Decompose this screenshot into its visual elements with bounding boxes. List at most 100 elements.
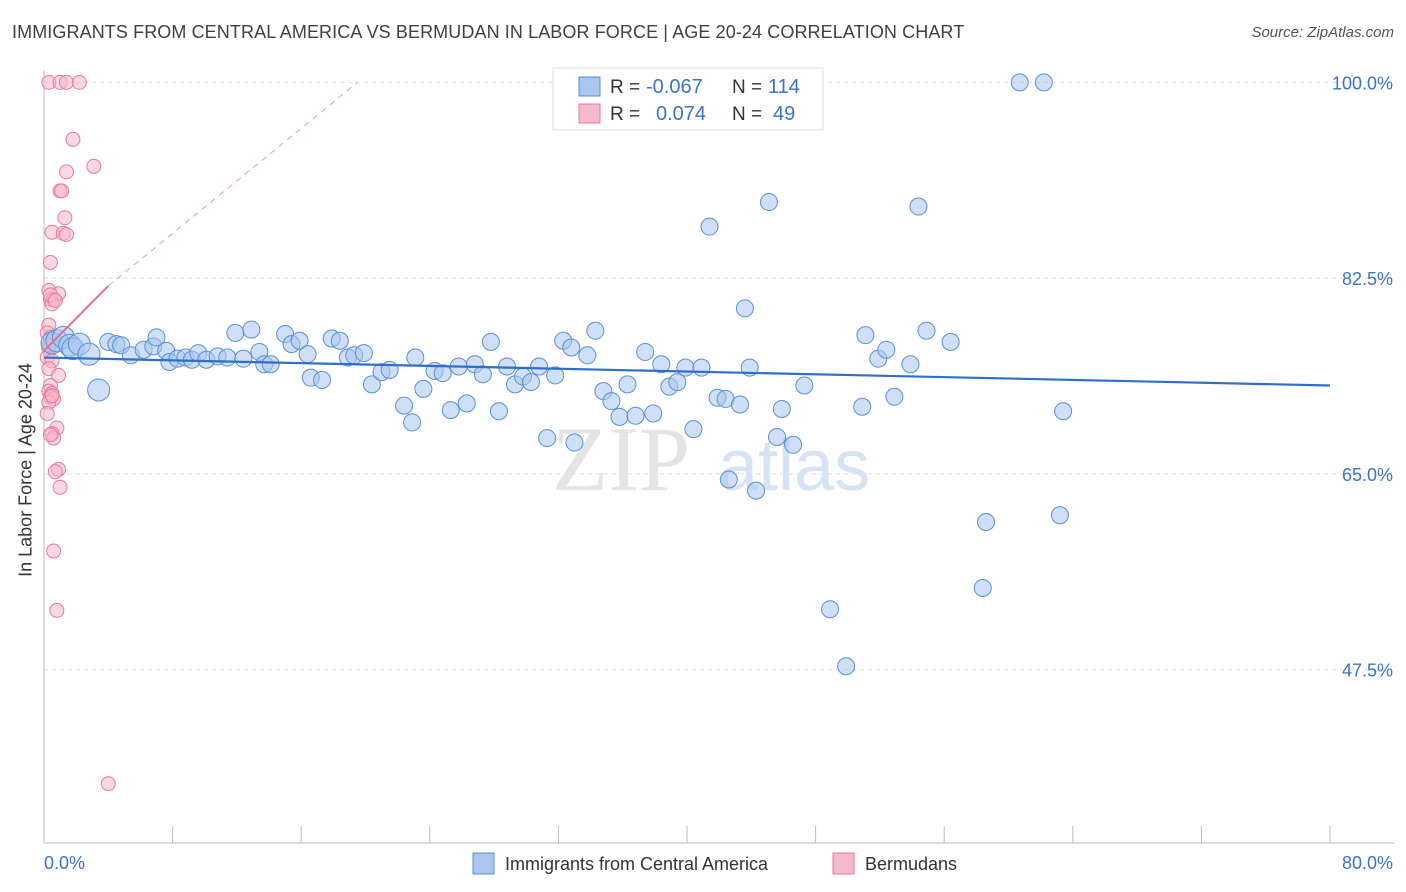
central-america-point — [747, 481, 766, 500]
bermudan-point — [49, 602, 65, 618]
central-america-point — [735, 299, 754, 318]
central-america-point — [901, 355, 920, 374]
central-america-point — [1050, 506, 1069, 525]
series-bermudans — [39, 74, 116, 792]
r-value-pink: 0.074 — [656, 103, 706, 125]
x-tick-labels: 0.0% 80.0% — [44, 853, 1393, 873]
central-america-point — [87, 378, 111, 402]
r-value-blue: -0.067 — [646, 76, 703, 98]
central-america-point — [976, 512, 995, 531]
central-america-point — [538, 429, 557, 448]
blue-swatch — [578, 76, 601, 97]
axes — [43, 70, 1394, 844]
central-america-point — [457, 394, 476, 413]
bermudan-point — [47, 464, 63, 480]
central-america-point — [877, 340, 896, 359]
legend-label-central-america: Immigrants from Central America — [505, 854, 769, 874]
y-tick-labels: 47.5% 65.0% 82.5% 100.0% — [1332, 73, 1393, 680]
central-america-point — [917, 321, 936, 340]
central-america-point — [626, 406, 645, 425]
bermudan-point — [42, 427, 58, 443]
central-america-point — [414, 379, 433, 398]
x-tick-label: 0.0% — [44, 853, 85, 873]
central-america-point — [941, 332, 960, 351]
bermudan-point — [47, 292, 63, 308]
central-america-point — [1010, 73, 1029, 92]
central-america-point — [473, 365, 492, 384]
watermark: ZIP atlas — [552, 408, 870, 510]
central-america-point — [772, 399, 791, 418]
central-america-point — [856, 326, 875, 345]
central-america-point — [562, 338, 581, 357]
bermudan-point — [59, 74, 75, 90]
central-america-point — [395, 396, 414, 415]
central-america-point — [837, 657, 856, 676]
central-america-point — [692, 358, 711, 377]
central-america-point — [795, 376, 814, 395]
source-label: Source: ZipAtlas.com — [1251, 24, 1394, 41]
grid-lines — [44, 81, 1394, 671]
central-america-point — [522, 373, 541, 392]
bermudan-point — [54, 183, 70, 199]
bermudan-point — [46, 543, 62, 559]
bermudan-point — [65, 131, 81, 147]
bermudan-point — [86, 158, 102, 174]
bermudan-point — [59, 226, 75, 242]
central-america-point — [885, 387, 904, 406]
central-america-point — [1054, 402, 1073, 421]
y-tick-label: 47.5% — [1342, 661, 1393, 681]
trend-line-bermudans-extension — [107, 81, 358, 287]
central-america-point — [242, 320, 261, 339]
pink-swatch — [578, 103, 601, 124]
n-value-blue: 114 — [768, 76, 800, 98]
central-america-point — [481, 332, 500, 351]
central-america-point — [530, 357, 549, 376]
y-tick-label: 65.0% — [1342, 465, 1393, 485]
y-tick-label: 100.0% — [1332, 73, 1393, 93]
series-central-america — [40, 73, 1073, 676]
central-america-point — [768, 427, 787, 446]
central-america-point — [719, 470, 738, 489]
central-america-point — [77, 342, 101, 366]
bermudan-point — [59, 164, 75, 180]
n-label-blue: N = — [732, 77, 762, 98]
central-america-point — [602, 392, 621, 411]
central-america-point — [676, 358, 695, 377]
trend-lines — [43, 81, 1331, 387]
central-america-point — [618, 375, 637, 394]
central-america-point — [406, 348, 425, 367]
central-america-point — [330, 331, 349, 350]
central-america-point — [784, 435, 803, 454]
central-america-point — [909, 197, 928, 216]
central-america-point — [586, 321, 605, 340]
legend-swatch-central-america — [472, 852, 495, 875]
central-america-point — [644, 404, 663, 423]
central-america-point — [1034, 73, 1053, 92]
central-america-point — [261, 355, 280, 374]
bermudan-point — [100, 776, 116, 792]
central-america-point — [489, 402, 508, 421]
central-america-point — [313, 370, 332, 389]
central-america-point — [565, 433, 584, 452]
central-america-point — [441, 401, 460, 420]
central-america-point — [147, 328, 166, 347]
central-america-point — [578, 346, 597, 365]
central-america-point — [290, 331, 309, 350]
central-america-point — [218, 348, 237, 367]
central-america-point — [668, 373, 687, 392]
n-value-pink: 49 — [773, 103, 795, 125]
central-america-point — [652, 355, 671, 374]
central-america-point — [853, 397, 872, 416]
y-tick-label: 82.5% — [1342, 269, 1393, 289]
central-america-point — [354, 344, 373, 363]
bermudan-point — [71, 74, 87, 90]
r-label-pink: R = — [610, 104, 640, 125]
legend-label-bermudans: Bermudans — [865, 854, 957, 874]
central-america-point — [973, 578, 992, 597]
trend-line-central-america — [43, 356, 1331, 387]
bermudan-point — [52, 479, 68, 495]
central-america-point — [362, 375, 381, 394]
trend-line-bermudans — [43, 285, 110, 352]
y-axis-label-text: In Labor Force | Age 20-24 — [15, 363, 36, 577]
